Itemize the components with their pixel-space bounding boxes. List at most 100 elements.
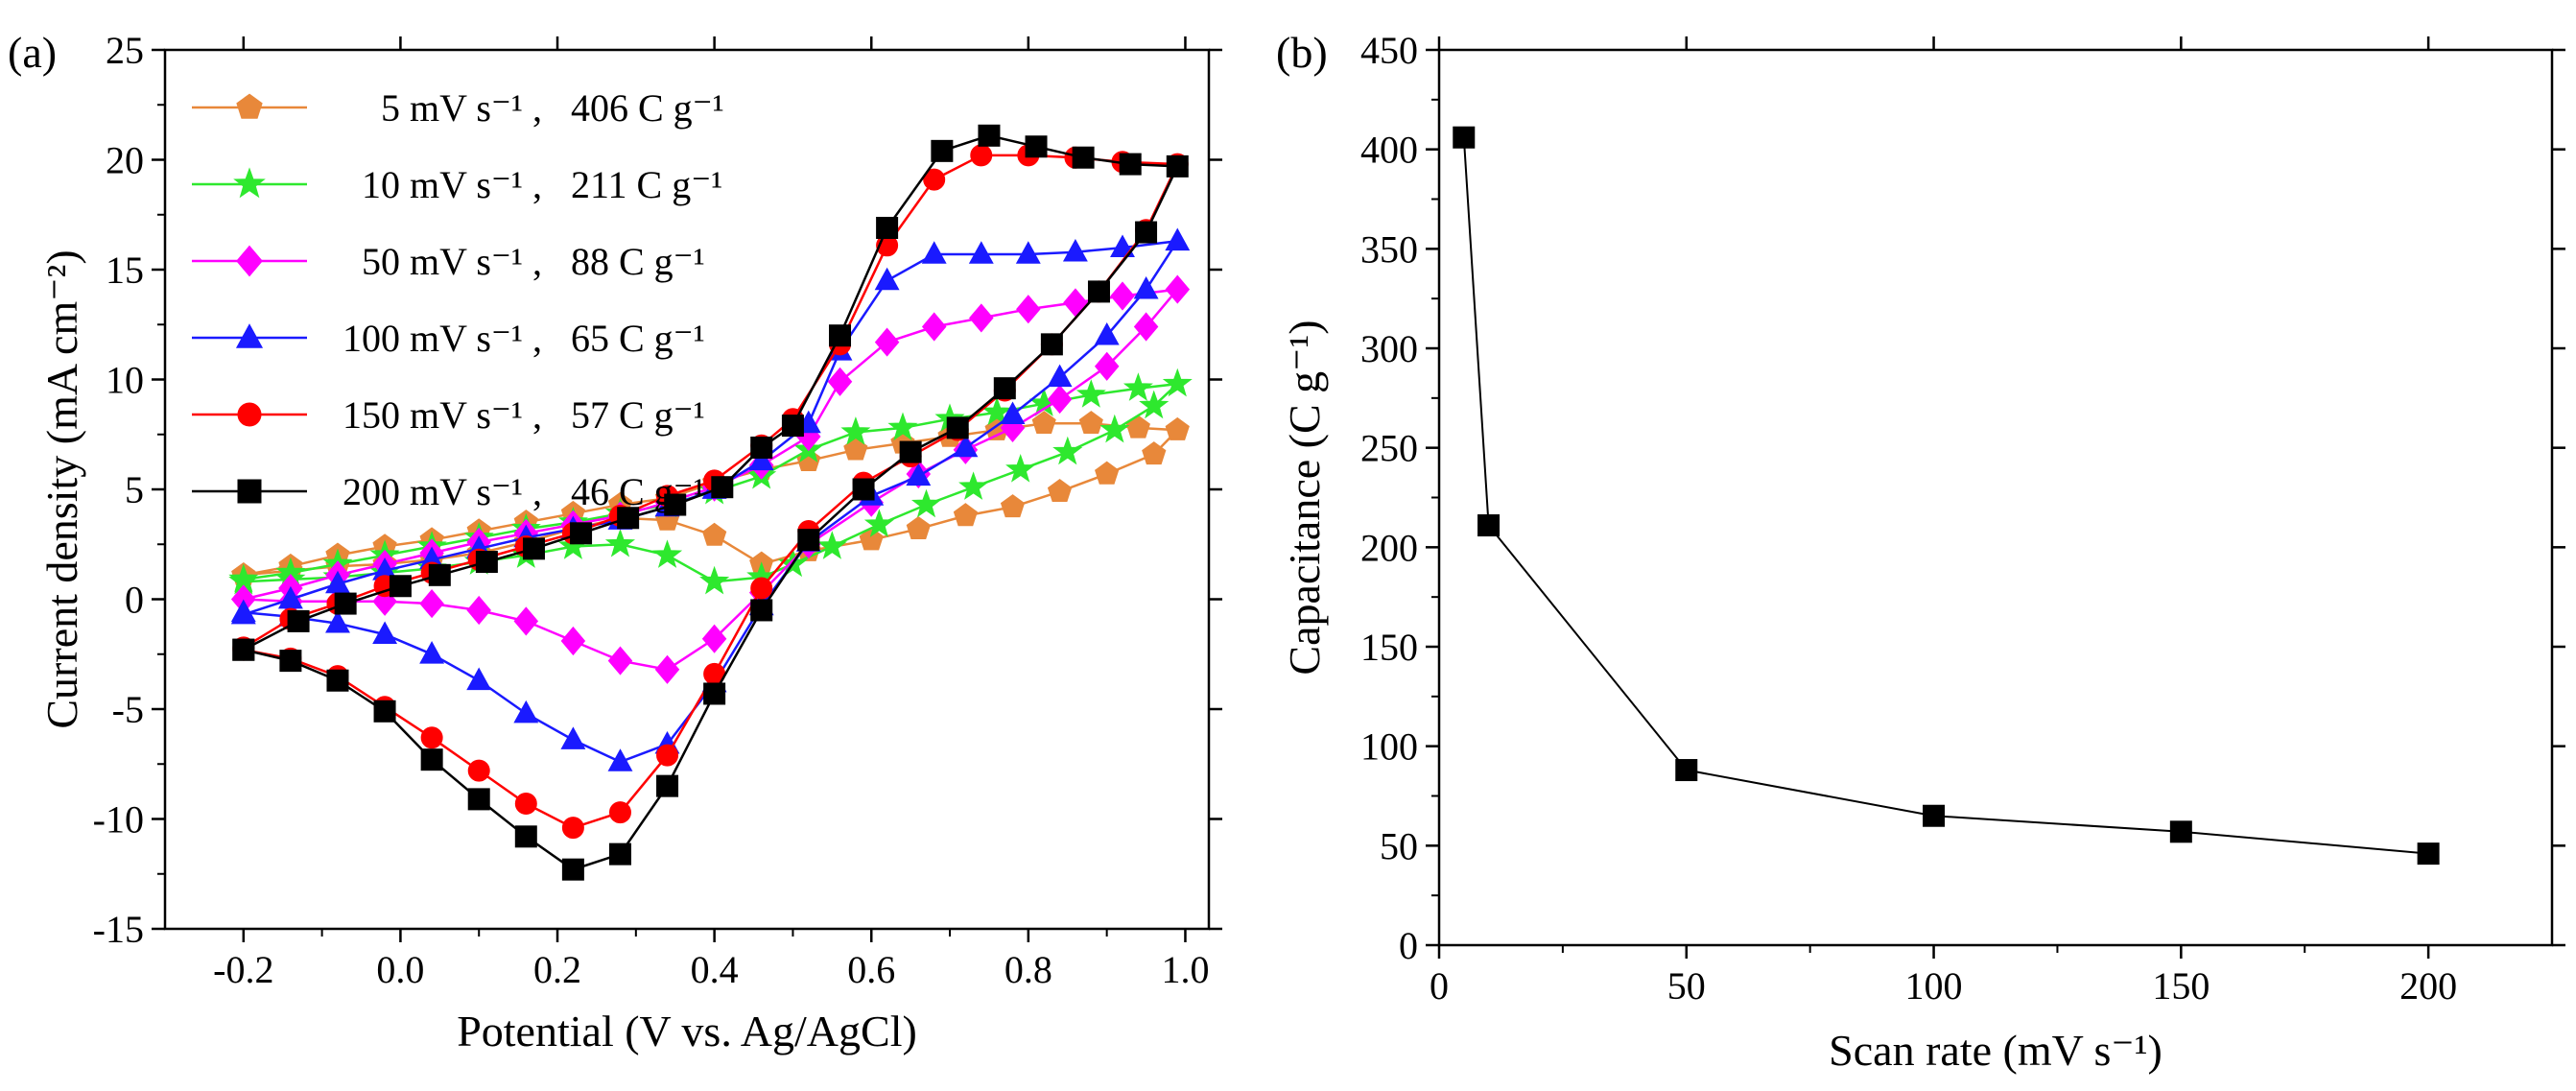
data-point	[570, 522, 593, 545]
legend-rate: 200 mV s⁻¹ ,	[343, 470, 542, 513]
data-point	[1072, 146, 1095, 169]
y-tick-label: 250	[1360, 427, 1418, 470]
x-tick-label: 200	[2399, 964, 2457, 1008]
data-point	[1110, 281, 1135, 311]
data-point	[1047, 385, 1073, 415]
y-tick-label: 20	[106, 139, 144, 182]
data-point	[829, 324, 852, 347]
y-axis-label: Current density (mA cm⁻²)	[37, 249, 86, 728]
data-point	[1119, 153, 1142, 176]
data-point	[1133, 312, 1159, 342]
data-point	[906, 515, 931, 539]
data-point	[325, 609, 350, 633]
y-tick-label: -15	[93, 908, 144, 951]
data-point	[513, 700, 539, 723]
data-point	[1139, 390, 1170, 419]
data-point	[978, 124, 1001, 147]
x-tick-label: 0.8	[1004, 948, 1052, 991]
data-point	[970, 144, 993, 167]
data-point	[703, 682, 726, 705]
data-point	[797, 529, 820, 552]
data-point	[1675, 759, 1698, 782]
y-tick-label: 400	[1360, 129, 1418, 172]
data-point	[1165, 227, 1191, 251]
legend-capacity: 57 C g⁻¹	[571, 393, 705, 437]
data-point	[1453, 126, 1476, 149]
data-point	[1031, 411, 1056, 434]
data-point	[232, 638, 255, 661]
y-tick-label: -5	[112, 688, 144, 731]
data-point	[953, 434, 979, 458]
data-point	[279, 650, 302, 673]
plot-frame	[1437, 48, 2554, 947]
data-point	[656, 744, 679, 767]
data-point	[389, 575, 412, 598]
data-point	[958, 471, 989, 500]
data-point	[1025, 135, 1048, 158]
data-point	[608, 842, 631, 866]
data-point	[1016, 295, 1041, 324]
data-point	[921, 241, 947, 264]
data-point	[946, 416, 969, 439]
data-point	[1135, 221, 1158, 244]
data-point	[1477, 514, 1501, 537]
x-axis-label: Scan rate (mV s⁻¹)	[1829, 1026, 2162, 1075]
data-point	[608, 801, 631, 824]
data-point	[711, 476, 734, 499]
data-point	[1123, 372, 1153, 401]
y-tick-label: 300	[1360, 327, 1418, 370]
y-tick-label: 10	[106, 359, 144, 402]
data-point	[1040, 333, 1063, 356]
data-point	[334, 592, 357, 615]
data-point	[1923, 804, 1946, 827]
data-point	[816, 531, 847, 559]
data-point	[701, 624, 727, 653]
x-tick-label: 0.6	[847, 948, 895, 991]
y-tick-label: 25	[106, 29, 144, 72]
legend-marker	[236, 93, 263, 119]
legend-entry: 150 mV s⁻¹ , 57 C g⁻¹	[192, 393, 705, 437]
data-point	[2417, 842, 2440, 866]
data-point	[1047, 478, 1073, 502]
data-point	[781, 415, 804, 438]
data-point	[1099, 414, 1130, 443]
data-point	[654, 654, 680, 684]
legend-entry: 5 mV s⁻¹ , 406 C g⁻¹	[192, 86, 724, 130]
x-tick-label: -0.2	[213, 948, 273, 991]
data-point	[326, 669, 349, 692]
data-point	[561, 858, 584, 881]
data-point	[467, 759, 490, 782]
legend-capacity: 88 C g⁻¹	[571, 240, 705, 283]
data-point	[969, 303, 994, 333]
y-tick-label: 0	[1399, 924, 1418, 967]
data-point	[514, 792, 537, 815]
legend-marker	[237, 402, 262, 427]
data-point	[561, 817, 584, 840]
x-tick-label: 1.0	[1161, 948, 1209, 991]
series-200-mv-s	[232, 124, 1189, 881]
data-point	[748, 447, 774, 471]
legend-marker	[235, 323, 264, 348]
data-point	[513, 606, 539, 636]
legend-capacity: 406 C g⁻¹	[571, 86, 724, 130]
data-point	[522, 537, 545, 560]
data-point	[1087, 280, 1110, 303]
data-point	[750, 436, 773, 459]
legend-rate: 5 mV s⁻¹ ,	[381, 86, 542, 130]
data-point	[702, 522, 727, 546]
data-point	[1062, 238, 1088, 262]
data-point	[874, 267, 900, 291]
data-point	[1078, 411, 1103, 434]
data-point	[560, 726, 586, 749]
data-point	[750, 577, 773, 600]
panel-label: (a)	[8, 28, 57, 77]
data-point	[899, 440, 922, 463]
data-point	[1094, 351, 1120, 381]
legend-capacity: 211 C g⁻¹	[571, 163, 722, 206]
data-point	[2169, 820, 2192, 843]
data-point	[604, 528, 636, 557]
data-point	[1075, 379, 1106, 408]
y-tick-label: 200	[1360, 526, 1418, 569]
data-point	[1063, 288, 1088, 318]
